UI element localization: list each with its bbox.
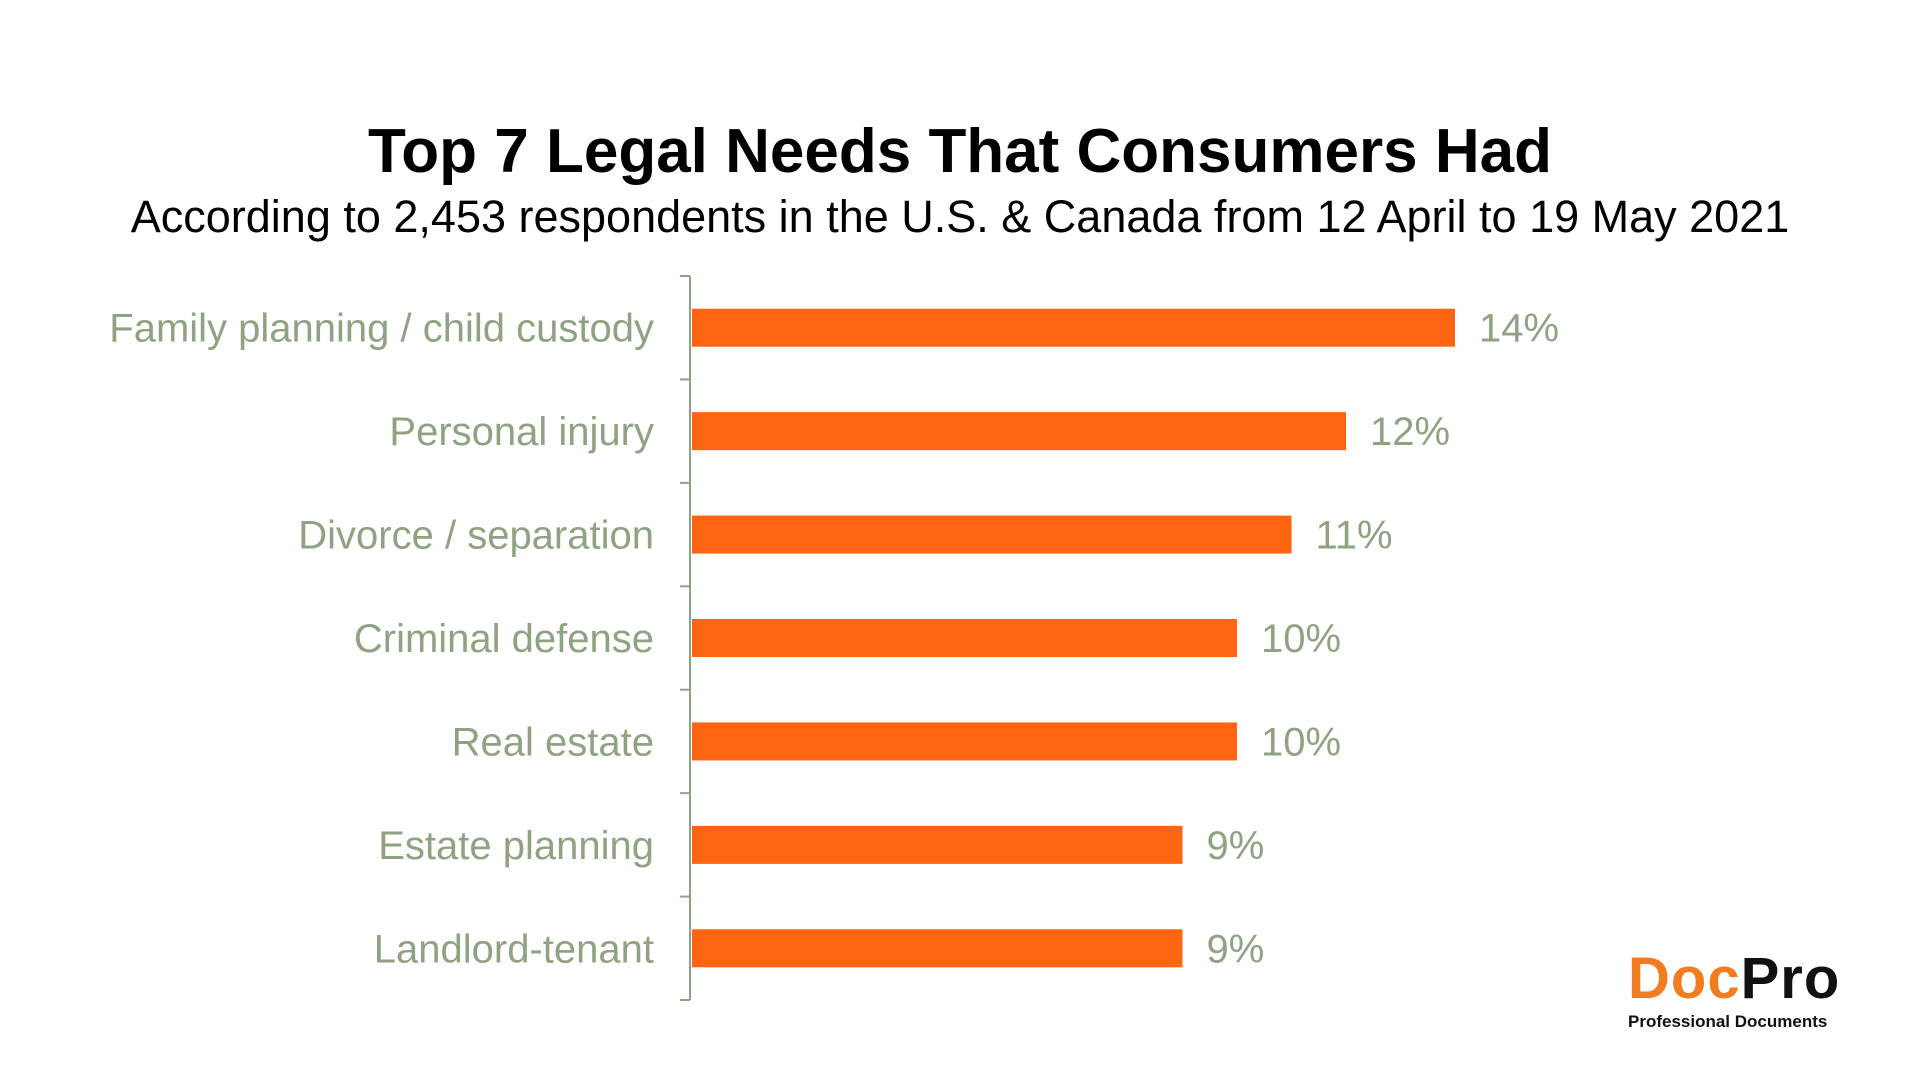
- logo-tagline: Professional Documents: [1628, 1012, 1828, 1031]
- category-label: Landlord-tenant: [374, 927, 654, 971]
- value-label: 11%: [1316, 514, 1393, 558]
- value-label: 10%: [1261, 617, 1341, 661]
- chart-title: Top 7 Legal Needs That Consumers Had: [368, 117, 1552, 186]
- value-label: 9%: [1207, 824, 1265, 868]
- value-label: 10%: [1261, 720, 1341, 764]
- category-label: Family planning / child custody: [109, 307, 654, 351]
- value-label: 9%: [1207, 927, 1265, 971]
- bar: [692, 308, 1455, 347]
- category-label: Personal injury: [389, 410, 654, 454]
- bar: [692, 929, 1183, 968]
- bar: [692, 515, 1292, 554]
- logo-word-pro: Pro: [1740, 946, 1841, 1011]
- logo-wordmark: DocPro: [1628, 948, 1858, 1010]
- chart-subtitle: According to 2,453 respondents in the U.…: [130, 191, 1790, 242]
- category-label: Real estate: [452, 720, 654, 764]
- category-label: Divorce / separation: [298, 514, 654, 558]
- value-label: 14%: [1479, 307, 1559, 351]
- bar: [692, 825, 1183, 864]
- category-label: Criminal defense: [354, 617, 654, 661]
- docpro-logo: DocPro Professional Documents: [1628, 948, 1858, 1038]
- category-label: Estate planning: [378, 824, 654, 868]
- bar: [692, 619, 1237, 657]
- bar: [692, 722, 1237, 761]
- bar: [692, 412, 1346, 451]
- value-label: 12%: [1370, 410, 1450, 454]
- logo-word-doc: Doc: [1628, 946, 1741, 1011]
